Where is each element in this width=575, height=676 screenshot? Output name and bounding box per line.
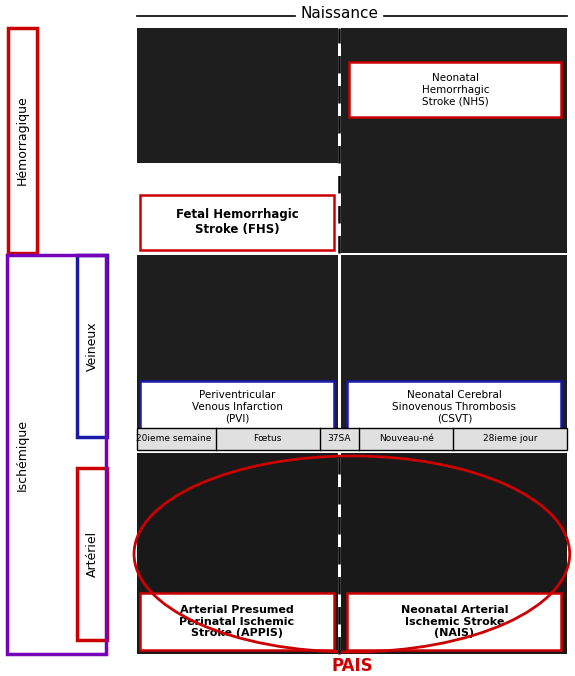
Text: Neonatal Cerebral
Sinovenous Thrombosis
(CSVT): Neonatal Cerebral Sinovenous Thrombosis …	[392, 390, 516, 424]
Bar	[140, 381, 334, 433]
Text: 37SA: 37SA	[328, 434, 351, 443]
Text: Naissance: Naissance	[301, 6, 378, 21]
Text: Veineux: Veineux	[86, 321, 98, 371]
Text: Neonatal
Hemorrhagic
Stroke (NHS): Neonatal Hemorrhagic Stroke (NHS)	[421, 73, 489, 106]
Bar	[7, 256, 106, 654]
Bar	[136, 28, 338, 254]
Text: 20ieme semaine: 20ieme semaine	[136, 434, 212, 443]
Text: Arterial Presumed
Perinatal Ischemic
Stroke (APPIS): Arterial Presumed Perinatal Ischemic Str…	[179, 605, 294, 638]
Bar	[136, 454, 338, 654]
Bar	[136, 28, 338, 163]
Bar	[347, 593, 561, 650]
Text: Periventricular
Venous Infarction
(PVI): Periventricular Venous Infarction (PVI)	[191, 390, 282, 424]
Text: Neonatal Arterial
Ischemic Stroke
(NAIS): Neonatal Arterial Ischemic Stroke (NAIS)	[401, 605, 508, 638]
Text: Hémorragique: Hémorragique	[16, 96, 29, 185]
Text: 28ieme jour: 28ieme jour	[483, 434, 538, 443]
Bar	[342, 454, 567, 654]
Bar	[8, 28, 37, 254]
Text: PAIS: PAIS	[331, 657, 373, 675]
Bar	[77, 256, 107, 437]
Bar	[136, 428, 567, 450]
Bar	[77, 468, 107, 639]
Text: Fœtus: Fœtus	[254, 434, 282, 443]
Text: Artériel: Artériel	[86, 531, 98, 577]
Bar	[347, 381, 561, 433]
Bar	[140, 195, 334, 249]
Bar	[342, 28, 567, 254]
Bar	[350, 62, 561, 117]
Bar	[136, 256, 338, 437]
Text: Nouveau-né: Nouveau-né	[379, 434, 434, 443]
Text: Fetal Hemorrhagic
Stroke (FHS): Fetal Hemorrhagic Stroke (FHS)	[175, 208, 298, 237]
Bar	[140, 593, 334, 650]
Bar	[342, 256, 567, 437]
Text: Ischémique: Ischémique	[16, 419, 29, 491]
